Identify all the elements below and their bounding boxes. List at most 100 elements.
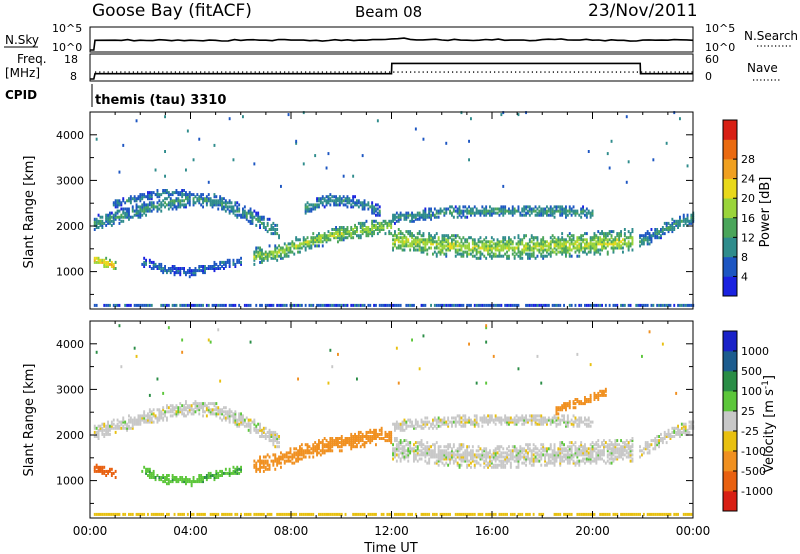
power-cell xyxy=(215,203,218,207)
power-cell xyxy=(452,303,455,307)
power-cell xyxy=(454,303,457,307)
velocity-cell xyxy=(268,463,271,467)
velocity-cell xyxy=(561,414,564,418)
power-cell xyxy=(135,207,138,211)
power-cell xyxy=(262,215,265,219)
power-cell xyxy=(559,213,562,217)
power-cell xyxy=(118,203,121,207)
power-cell xyxy=(118,217,121,221)
power-cell xyxy=(439,240,442,244)
velocity-cell xyxy=(356,377,358,381)
power-cell xyxy=(217,207,220,211)
velocity-cell xyxy=(540,457,543,461)
power-cell xyxy=(204,271,206,275)
velocity-cell xyxy=(215,408,218,412)
power-cell xyxy=(321,236,324,240)
power-cell xyxy=(530,246,533,250)
velocity-cell xyxy=(517,453,520,457)
power-cell xyxy=(175,191,178,195)
velocity-cell xyxy=(247,424,250,428)
velocity-cell xyxy=(300,457,303,461)
velocity-cell xyxy=(181,410,184,414)
velocity-cell xyxy=(365,432,368,436)
power-cell xyxy=(604,236,607,240)
velocity-cell xyxy=(546,453,548,457)
velocity-cell xyxy=(274,457,277,461)
power-cell xyxy=(671,226,674,229)
power-cell xyxy=(139,213,142,217)
velocity-cell xyxy=(215,469,218,473)
power-cell xyxy=(644,236,647,240)
velocity-cell xyxy=(525,420,527,424)
power-cell xyxy=(565,254,567,258)
power-cell xyxy=(475,303,478,307)
velocity-cell xyxy=(103,465,106,469)
power-cell xyxy=(386,226,389,229)
power-cell xyxy=(230,303,233,307)
velocity-cell xyxy=(228,469,231,473)
power-cell xyxy=(270,232,273,236)
power-cell xyxy=(205,195,208,199)
power-cell xyxy=(407,244,410,248)
power-cell xyxy=(572,244,575,248)
velocity-cell xyxy=(428,453,431,457)
power-cell xyxy=(255,303,258,307)
freq-right-tick-top: 60 xyxy=(705,53,719,66)
power-cell xyxy=(240,262,242,266)
power-cell xyxy=(112,303,115,307)
power-cell xyxy=(213,260,216,264)
power-cell xyxy=(95,260,98,264)
velocity-cell xyxy=(570,445,573,449)
power-cell xyxy=(124,211,127,215)
velocity-cell xyxy=(373,432,375,436)
power-cell xyxy=(384,219,387,223)
velocity-cell xyxy=(207,402,210,406)
power-cell xyxy=(107,265,109,268)
power-cell xyxy=(133,213,136,217)
velocity-cell xyxy=(185,478,187,482)
power-cell xyxy=(259,248,261,252)
power-cell xyxy=(470,303,472,307)
velocity-cell xyxy=(458,449,461,453)
power-cell xyxy=(251,217,254,221)
power-cell xyxy=(424,238,427,242)
velocity-cell xyxy=(468,342,470,346)
power-cell xyxy=(179,271,182,275)
velocity-cell xyxy=(542,420,545,424)
power-cell xyxy=(527,248,529,252)
velocity-cell xyxy=(323,451,326,455)
power-cell xyxy=(395,246,398,250)
power-cell xyxy=(335,236,337,240)
power-cell xyxy=(420,303,423,307)
power-cell xyxy=(500,211,503,215)
power-cell xyxy=(555,209,558,213)
power-cell xyxy=(179,273,182,277)
power-cell xyxy=(112,217,115,221)
power-cell xyxy=(183,199,185,203)
velocity-cell xyxy=(433,443,436,447)
velocity-cell xyxy=(498,418,501,422)
power-cell xyxy=(487,246,489,250)
power-cell xyxy=(557,236,560,240)
power-cell xyxy=(481,240,484,244)
power-cell xyxy=(167,193,170,197)
power-cell xyxy=(441,303,444,307)
power-cell xyxy=(451,238,453,242)
power-cell xyxy=(508,256,510,260)
velocity-cell xyxy=(477,449,480,453)
power-cell xyxy=(352,303,355,307)
power-cell xyxy=(363,228,366,231)
velocity-cell xyxy=(492,457,495,461)
power-cell xyxy=(568,244,571,248)
power-cell xyxy=(477,211,480,215)
velocity-cell xyxy=(566,453,569,457)
power-cell xyxy=(631,230,634,234)
velocity-cell xyxy=(515,447,518,451)
velocity-cell xyxy=(352,441,355,445)
power-cell xyxy=(251,213,254,217)
velocity-cell xyxy=(145,418,147,422)
velocity-cell xyxy=(399,426,402,430)
velocity-cell xyxy=(458,512,461,516)
power-cell xyxy=(213,143,216,147)
velocity-cell xyxy=(445,422,448,426)
